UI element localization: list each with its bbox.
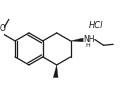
- Text: NH: NH: [84, 35, 95, 44]
- Polygon shape: [53, 65, 58, 78]
- Polygon shape: [71, 38, 83, 42]
- Text: O: O: [0, 24, 5, 33]
- Text: H: H: [85, 43, 90, 48]
- Text: HCl: HCl: [89, 21, 104, 30]
